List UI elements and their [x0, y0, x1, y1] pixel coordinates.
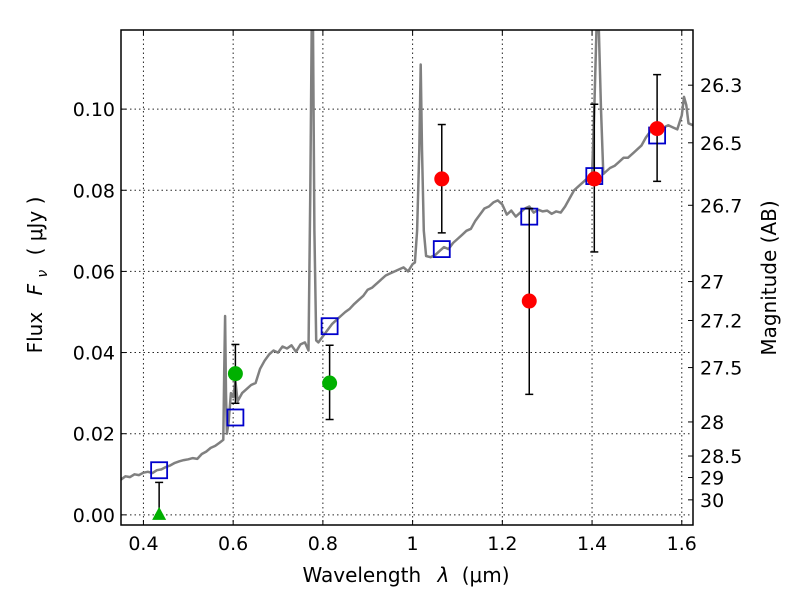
y-tick-label: 0.02: [73, 424, 115, 446]
y-axis-title: Flux F ν ( μJy ): [23, 197, 52, 354]
model-photometry-square: [320, 317, 339, 336]
plot-frame: [120, 29, 694, 526]
observed-point-red: [434, 171, 450, 187]
model-spectrum-line: [121, 30, 693, 481]
y2-tick-label: 27.5: [700, 358, 742, 380]
ticks: 0.4 0.6 0.8 1 1.2 1.4 1.6 0.00 0.02 0.04 0.06 0.08 0…: [73, 30, 742, 555]
y2-tick-label: 26.3: [700, 75, 742, 97]
x-axis-symbol: λ: [437, 563, 450, 587]
y2-tick-label: 27.2: [700, 311, 742, 333]
x-tick-label: 0.6: [218, 533, 248, 555]
plot-area: [121, 30, 693, 520]
model-photometry-square: [150, 461, 169, 480]
y2-tick-label: 26.5: [700, 133, 742, 155]
observed-point-red: [521, 293, 537, 309]
x-tick-label: 1: [407, 533, 419, 555]
x-axis-title: Wavelength λ (μm): [302, 563, 509, 587]
x-tick-label: 1.2: [487, 533, 517, 555]
y-tick-label: 0.06: [73, 261, 115, 283]
x-tick-label: 1.6: [667, 533, 697, 555]
observed-point-red: [586, 171, 602, 187]
y-tick-label: 0.00: [73, 505, 115, 527]
upper-limit-triangle: [152, 506, 167, 520]
y-axis-symbol: F: [23, 283, 47, 295]
y-axis-unit: ( μJy ): [23, 197, 47, 256]
x-tick-label: 1.4: [577, 533, 607, 555]
grid: [121, 30, 693, 525]
model-photometry-square: [226, 408, 245, 427]
y-axis-label: Flux: [23, 312, 47, 354]
y-tick-label: 0.08: [73, 180, 115, 202]
x-tick-label: 0.4: [128, 533, 158, 555]
x-tick-label: 0.8: [308, 533, 338, 555]
y2-tick-label: 28.5: [700, 446, 742, 468]
observed-point-green: [227, 366, 243, 382]
y-tick-label: 0.10: [73, 99, 115, 121]
observed-point-green: [322, 375, 338, 391]
y2-tick-label: 29: [700, 468, 724, 490]
y-axis-subscript: ν: [35, 270, 51, 278]
y2-tick-label: 28: [700, 412, 724, 434]
y2-tick-label: 26.7: [700, 195, 742, 217]
y2-tick-label: 27: [700, 272, 724, 294]
x-axis-unit: (μm): [462, 563, 510, 587]
model-photometry-square: [432, 240, 451, 258]
observed-point-red: [649, 121, 665, 137]
y2-axis-title: Magnitude (AB): [757, 200, 781, 355]
y-tick-label: 0.04: [73, 343, 115, 365]
y2-tick-label: 30: [700, 490, 724, 512]
x-axis-label: Wavelength: [302, 563, 421, 587]
